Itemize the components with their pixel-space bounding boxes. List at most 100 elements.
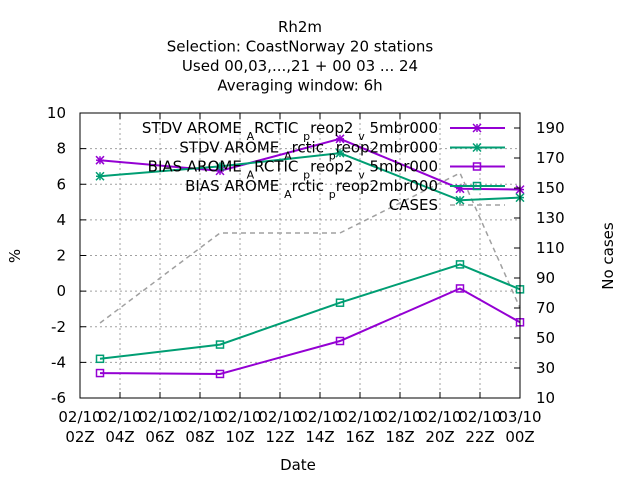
square-marker	[215, 340, 225, 349]
series-4	[99, 171, 521, 324]
y-tick-label: -6	[51, 389, 66, 407]
legend-subscript: A	[284, 188, 292, 201]
x-tick-label: 00Z	[505, 428, 534, 446]
x-tick-label: 10Z	[225, 428, 254, 446]
y-tick-label: 4	[56, 211, 66, 229]
x-tick-label: 02/10	[98, 408, 141, 426]
y2-tick-label: 10	[536, 389, 555, 407]
legend-label: STDV AROME Arctic preop2mbr000	[179, 139, 438, 163]
x-tick-label: 08Z	[185, 428, 214, 446]
series-line	[99, 171, 521, 324]
x-tick-label: 02/10	[418, 408, 461, 426]
square-marker	[215, 369, 225, 379]
y-tick-label: 2	[56, 247, 66, 265]
x-tick-label: 02/10	[178, 408, 221, 426]
legend-subscript: p	[329, 149, 336, 162]
title-line: Rh2m	[278, 18, 322, 36]
chart-title: Rh2m Selection: CoastNorway 20 stationsUs…	[167, 18, 434, 95]
marker-stroke	[335, 148, 345, 158]
legend-text: BIAS AROME	[185, 177, 279, 195]
legend-text: BIAS AROME	[148, 158, 242, 176]
marker-stroke	[95, 155, 105, 165]
axes: 02/1002Z02/1004Z02/1006Z02/1008Z02/1010Z…	[47, 104, 565, 446]
legend-text: 5mbr000	[365, 119, 438, 137]
x-tick-label: 02/10	[458, 408, 501, 426]
square-marker	[472, 181, 482, 191]
legend-text: reop2mbr000	[336, 177, 438, 195]
y2-tick-label: 90	[536, 269, 555, 287]
legend-text: rctic	[292, 177, 324, 195]
title-line: Used 00,03,...,21 + 00 03 ... 24	[182, 57, 418, 75]
x-tick-label: 06Z	[145, 428, 174, 446]
star-marker	[335, 148, 345, 158]
legend-subscript: v	[358, 168, 365, 181]
legend-subscript: p	[303, 168, 310, 181]
legend-label: STDV AROME ARCTIC preop2 v 5mbr000	[142, 119, 438, 143]
legend-subscript: p	[303, 130, 310, 143]
star-marker	[335, 134, 345, 144]
y2-tick-label: 70	[536, 299, 555, 317]
series-layer	[95, 134, 525, 379]
legend-text: reop2	[310, 119, 353, 137]
marker-stroke	[472, 142, 482, 153]
y-tick-label: 6	[56, 175, 66, 193]
y2-tick-label: 190	[536, 119, 565, 137]
x-tick-label: 02/10	[218, 408, 261, 426]
title-line: Averaging window: 6h	[217, 77, 382, 95]
y-tick-label: 0	[56, 282, 66, 300]
y2-axis-label: No cases	[599, 222, 617, 290]
y2-tick-label: 50	[536, 329, 555, 347]
square-marker	[472, 162, 482, 171]
series-line	[99, 287, 521, 376]
y2-tick-label: 110	[536, 239, 565, 257]
legend-subscript: A	[247, 130, 255, 143]
star-marker	[95, 171, 105, 181]
series-3	[95, 260, 525, 364]
legend-label: CASES	[389, 196, 438, 214]
legend-text: RCTIC	[254, 119, 298, 137]
legend-label: BIAS AROME ARCTIC preop2 v 5mbr000	[148, 158, 438, 182]
y-tick-label: 10	[47, 104, 66, 122]
x-tick-label: 14Z	[305, 428, 334, 446]
series-line	[99, 263, 521, 360]
x-tick-label: 02/10	[378, 408, 421, 426]
x-tick-label: 12Z	[265, 428, 294, 446]
marker-stroke	[215, 161, 225, 171]
y-tick-label: 8	[56, 140, 66, 158]
y2-tick-label: 130	[536, 209, 565, 227]
legend-subscript: A	[247, 168, 255, 181]
legend-text: rctic	[292, 139, 324, 157]
star-marker	[215, 161, 225, 171]
x-tick-label: 16Z	[345, 428, 374, 446]
legend-text: RCTIC	[254, 158, 298, 176]
legend-text: STDV AROME	[142, 119, 242, 137]
square-marker	[455, 284, 465, 293]
series-2	[95, 284, 525, 379]
x-tick-label: 02Z	[65, 428, 94, 446]
x-tick-label: 03/10	[498, 408, 541, 426]
x-axis-label: Date	[280, 456, 316, 474]
x-tick-label: 02/10	[298, 408, 341, 426]
y-axis-label: %	[6, 249, 24, 263]
y2-tick-label: 30	[536, 359, 555, 377]
title-line: Selection: CoastNorway 20 stations	[167, 38, 434, 56]
x-tick-label: 04Z	[105, 428, 134, 446]
square-marker	[335, 336, 345, 346]
x-tick-label: 22Z	[465, 428, 494, 446]
legend-text: STDV AROME	[179, 139, 279, 157]
x-tick-label: 02/10	[338, 408, 381, 426]
legend-text: 5mbr000	[365, 158, 438, 176]
legend-subscript: A	[284, 149, 292, 162]
y2-tick-label: 150	[536, 179, 565, 197]
x-tick-label: 02/10	[138, 408, 181, 426]
star-marker	[472, 123, 482, 133]
legend-text: reop2mbr000	[336, 139, 438, 157]
legend-subscript: p	[329, 188, 336, 201]
marker-stroke	[455, 195, 465, 205]
marker-stroke	[335, 134, 345, 144]
square-marker	[95, 368, 105, 378]
y2-tick-label: 170	[536, 149, 565, 167]
